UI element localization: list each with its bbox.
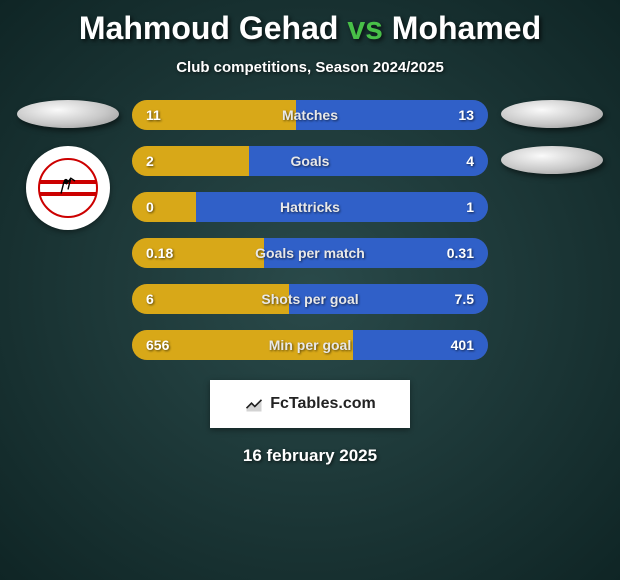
date: 16 february 2025 <box>0 446 620 466</box>
stat-right-value: 7.5 <box>455 291 474 307</box>
subtitle: Club competitions, Season 2024/2025 <box>0 59 620 76</box>
club-badge-right <box>501 146 603 174</box>
stat-left-value: 2 <box>146 153 154 169</box>
stat-row: 0.18 0.31 Goals per match <box>132 238 488 268</box>
footer-badge: FcTables.com <box>210 380 410 428</box>
bar-left-fill <box>132 192 196 222</box>
content: 11 13 Matches 2 4 Goals 0 1 Hattricks 0.18 0.31 Goa… <box>0 100 620 360</box>
bar-right-fill <box>249 146 488 176</box>
stat-right-value: 0.31 <box>447 245 474 261</box>
stat-left-value: 656 <box>146 337 169 353</box>
stat-label: Hattricks <box>280 199 340 215</box>
stat-bars: 11 13 Matches 2 4 Goals 0 1 Hattricks 0.18 0.31 Goa… <box>128 100 492 360</box>
stat-row: 2 4 Goals <box>132 146 488 176</box>
left-column <box>8 100 128 360</box>
stat-row: 0 1 Hattricks <box>132 192 488 222</box>
stat-label: Shots per goal <box>261 291 358 307</box>
bar-right-fill <box>196 192 488 222</box>
stat-left-value: 6 <box>146 291 154 307</box>
stat-left-value: 0.18 <box>146 245 173 261</box>
page-title: Mahmoud Gehad vs Mohamed <box>0 0 620 47</box>
stat-label: Goals per match <box>255 245 365 261</box>
stat-row: 6 7.5 Shots per goal <box>132 284 488 314</box>
stat-label: Matches <box>282 107 338 123</box>
player-left-name: Mahmoud Gehad <box>79 10 339 46</box>
stat-right-value: 4 <box>466 153 474 169</box>
stat-right-value: 13 <box>458 107 474 123</box>
stat-label: Min per goal <box>269 337 351 353</box>
player-left-badge <box>17 100 119 128</box>
zamalek-logo-icon <box>38 158 98 218</box>
stat-row: 11 13 Matches <box>132 100 488 130</box>
stat-right-value: 1 <box>466 199 474 215</box>
stat-left-value: 11 <box>146 107 161 123</box>
club-logo-left <box>26 146 110 230</box>
chart-icon <box>244 394 264 414</box>
stat-right-value: 401 <box>451 337 474 353</box>
stat-label: Goals <box>291 153 330 169</box>
footer-text: FcTables.com <box>270 395 376 413</box>
title-vs: vs <box>347 10 383 46</box>
player-right-name: Mohamed <box>392 10 541 46</box>
stat-row: 656 401 Min per goal <box>132 330 488 360</box>
player-right-badge <box>501 100 603 128</box>
right-column <box>492 100 612 360</box>
stat-left-value: 0 <box>146 199 154 215</box>
